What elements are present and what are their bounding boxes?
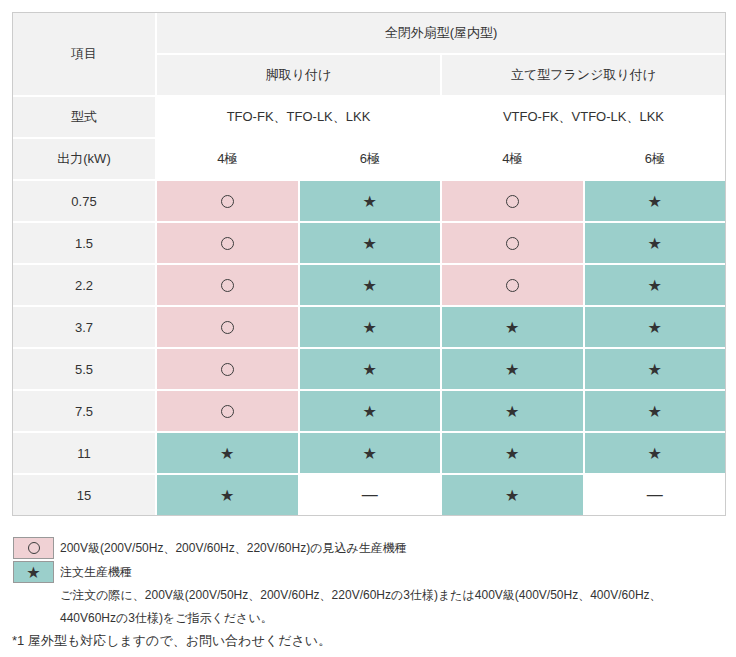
star-symbol: ★ — [363, 276, 377, 295]
availability-cell-circle — [157, 391, 298, 431]
availability-cell-star: ★ — [585, 391, 726, 431]
availability-cell-star: ★ — [442, 475, 583, 515]
star-symbol: ★ — [220, 444, 234, 463]
availability-cell-star: ★ — [585, 349, 726, 389]
header-pole: 4極 — [442, 139, 583, 179]
star-symbol: ★ — [363, 360, 377, 379]
availability-cell-star: ★ — [585, 433, 726, 473]
circle-symbol — [506, 237, 519, 250]
star-symbol: ★ — [363, 318, 377, 337]
circle-symbol — [221, 279, 234, 292]
legend-order: ★ 注文生産機種 ご注文の際に、200V級(200V/50Hz、200V/60H… — [13, 561, 662, 630]
star-symbol: ★ — [648, 192, 662, 211]
legend-planned-text: 200V級(200V/50Hz、200V/60Hz、220V/60Hz)の見込み… — [60, 537, 407, 560]
star-symbol: ★ — [363, 402, 377, 421]
availability-cell-dash: — — [300, 475, 441, 515]
availability-cell-star: ★ — [442, 391, 583, 431]
star-symbol: ★ — [505, 402, 519, 421]
star-symbol: ★ — [505, 360, 519, 379]
model-flange: VTFO-FK、VTFO-LK、LKK — [442, 97, 725, 137]
star-symbol: ★ — [505, 486, 519, 505]
circle-symbol — [506, 195, 519, 208]
circle-symbol — [221, 195, 234, 208]
availability-cell-star: ★ — [300, 265, 441, 305]
row-output-label: 7.5 — [13, 391, 155, 431]
header-model: 型式 — [13, 97, 155, 137]
star-symbol: ★ — [648, 402, 662, 421]
model-foot: TFO-FK、TFO-LK、LKK — [157, 97, 440, 137]
legend-order-title: 注文生産機種 — [60, 561, 662, 584]
header-pole: 6極 — [300, 139, 441, 179]
availability-cell-star: ★ — [585, 307, 726, 347]
availability-cell-star: ★ — [442, 349, 583, 389]
star-symbol: ★ — [648, 276, 662, 295]
star-symbol: ★ — [363, 444, 377, 463]
circle-symbol — [221, 363, 234, 376]
availability-cell-circle — [157, 223, 298, 263]
row-output-label: 1.5 — [13, 223, 155, 263]
availability-cell-star: ★ — [585, 181, 726, 221]
header-pole: 6極 — [585, 139, 726, 179]
header-mount-foot: 脚取り付け — [157, 55, 440, 95]
availability-cell-star: ★ — [300, 349, 441, 389]
availability-cell-star: ★ — [585, 223, 726, 263]
availability-cell-star: ★ — [442, 307, 583, 347]
dash-symbol: — — [647, 486, 663, 504]
footnote: *1 屋外型も対応しますので、お問い合わせください。 — [12, 632, 331, 650]
row-output-label: 0.75 — [13, 181, 155, 221]
row-output-label: 2.2 — [13, 265, 155, 305]
availability-cell-circle — [157, 181, 298, 221]
legend-order-box: ★ — [13, 561, 54, 583]
header-mount-flange: 立て型フランジ取り付け — [442, 55, 725, 95]
star-symbol: ★ — [363, 192, 377, 211]
star-symbol: ★ — [648, 444, 662, 463]
motor-spec-table: 項目 全閉外扇型(屋内型) 脚取り付け 立て型フランジ取り付け 型式 TFO-F… — [12, 12, 726, 516]
header-pole: 4極 — [157, 139, 298, 179]
star-symbol: ★ — [505, 444, 519, 463]
circle-symbol — [506, 279, 519, 292]
availability-cell-circle — [442, 223, 583, 263]
circle-symbol — [221, 321, 234, 334]
circle-symbol — [221, 237, 234, 250]
row-output-label: 15 — [13, 475, 155, 515]
availability-cell-star: ★ — [300, 391, 441, 431]
header-item: 項目 — [13, 13, 155, 95]
availability-cell-star: ★ — [300, 307, 441, 347]
star-symbol: ★ — [648, 318, 662, 337]
availability-cell-star: ★ — [300, 433, 441, 473]
availability-cell-dash: — — [585, 475, 726, 515]
availability-cell-circle — [157, 265, 298, 305]
legend-order-note-1: ご注文の際に、200V級(200V/50Hz、200V/60Hz、220V/60… — [60, 584, 662, 607]
star-symbol: ★ — [648, 234, 662, 253]
availability-cell-star: ★ — [157, 433, 298, 473]
availability-cell-circle — [442, 181, 583, 221]
availability-cell-star: ★ — [585, 265, 726, 305]
header-output: 出力(kW) — [13, 139, 155, 179]
availability-cell-circle — [157, 307, 298, 347]
availability-cell-star: ★ — [300, 181, 441, 221]
legend-planned: 200V級(200V/50Hz、200V/60Hz、220V/60Hz)の見込み… — [13, 537, 407, 560]
circle-symbol — [28, 542, 40, 554]
legend-order-note-2: 440V60Hzの3仕様)をご指示ください。 — [60, 607, 662, 630]
row-output-label: 3.7 — [13, 307, 155, 347]
availability-cell-circle — [442, 265, 583, 305]
row-output-label: 5.5 — [13, 349, 155, 389]
availability-cell-star: ★ — [442, 433, 583, 473]
dash-symbol: — — [362, 486, 378, 504]
circle-symbol — [221, 405, 234, 418]
star-symbol: ★ — [363, 234, 377, 253]
star-symbol: ★ — [505, 318, 519, 337]
star-symbol: ★ — [648, 360, 662, 379]
header-group: 全閉外扇型(屋内型) — [157, 13, 725, 53]
star-symbol: ★ — [220, 486, 234, 505]
legend-planned-box — [13, 537, 54, 559]
availability-cell-star: ★ — [157, 475, 298, 515]
star-symbol: ★ — [26, 563, 40, 582]
row-output-label: 11 — [13, 433, 155, 473]
availability-cell-star: ★ — [300, 223, 441, 263]
page: 項目 全閉外扇型(屋内型) 脚取り付け 立て型フランジ取り付け 型式 TFO-F… — [0, 0, 736, 657]
availability-cell-circle — [157, 349, 298, 389]
